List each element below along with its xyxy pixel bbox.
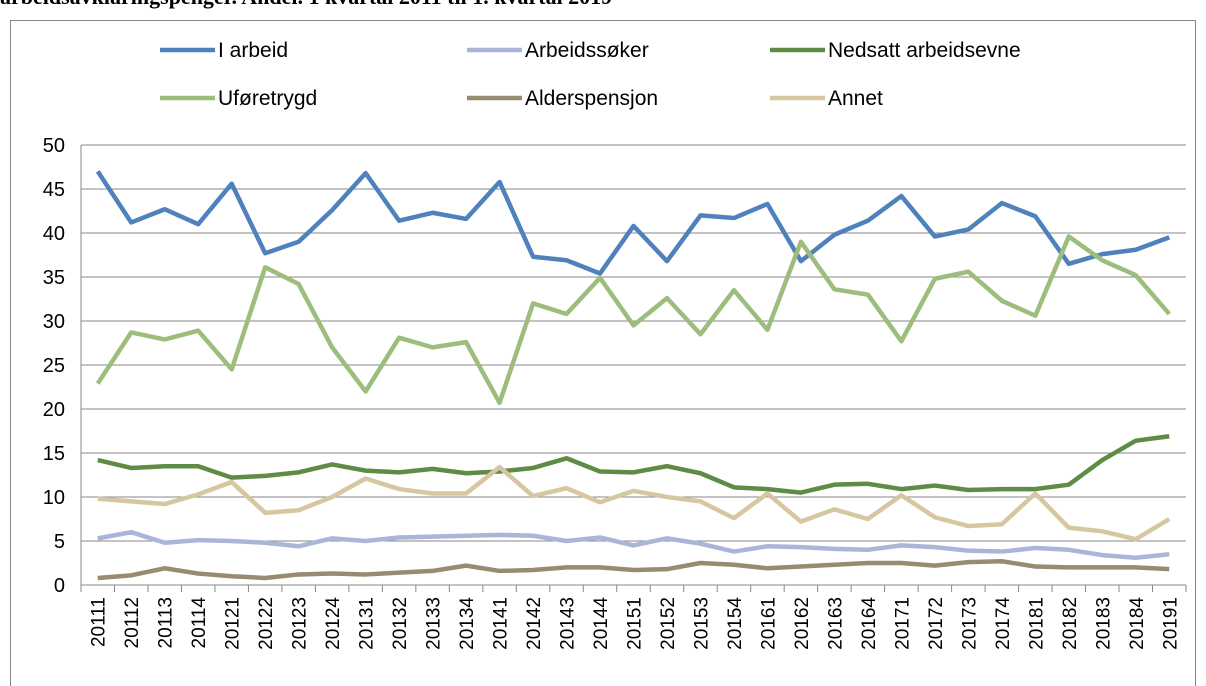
- x-tick-label: 20142: [524, 597, 545, 650]
- y-tick-label: 5: [54, 531, 65, 553]
- series-line: [97, 558, 1170, 581]
- legend-label: I arbeid: [218, 39, 288, 62]
- x-tick-label: 20143: [558, 597, 579, 650]
- x-tick-label: 20172: [926, 597, 947, 650]
- series-line: [97, 529, 1170, 560]
- y-tick-label: 35: [43, 267, 65, 289]
- series-line: [95, 234, 1171, 406]
- x-tick-label: 20153: [691, 597, 712, 650]
- y-tick-label: 40: [43, 223, 65, 245]
- x-tick-label: 20182: [1060, 597, 1081, 650]
- x-tick-label: 20163: [825, 597, 846, 650]
- y-tick-label: 25: [43, 355, 65, 377]
- legend-label: Annet: [828, 87, 883, 110]
- chart-title: arbeidsavklaringspenger. Andel. 1 kvarta…: [0, 0, 612, 9]
- x-tick-label: 20164: [859, 597, 880, 650]
- x-tick-label: 20154: [725, 597, 746, 650]
- x-tick-label: 20141: [491, 597, 512, 650]
- x-tick-label: 20162: [792, 597, 813, 650]
- x-tick-label: 20144: [591, 597, 612, 650]
- y-tick-label: 0: [54, 575, 65, 597]
- x-tick-label: 20114: [189, 597, 210, 649]
- x-tick-label: 20151: [625, 597, 646, 650]
- x-tick-label: 20133: [424, 597, 445, 650]
- series-line: [97, 434, 1170, 495]
- series-line: [97, 464, 1171, 542]
- legend-label: Alderspensjon: [525, 87, 658, 110]
- legend-label: Uføretrygd: [218, 87, 317, 110]
- x-tick-label: 20121: [223, 597, 244, 650]
- x-tick-label: 20131: [357, 597, 378, 650]
- y-tick-label: 15: [43, 443, 65, 465]
- x-tick-label: 20174: [993, 597, 1014, 650]
- x-tick-label: 20184: [1127, 597, 1148, 650]
- x-tick-label: 20122: [256, 597, 277, 650]
- x-tick-label: 20183: [1093, 597, 1114, 650]
- y-tick-label: 30: [43, 311, 65, 333]
- chart-border: [10, 20, 1196, 686]
- x-tick-label: 20113: [156, 597, 177, 648]
- x-tick-label: 20134: [457, 597, 478, 650]
- series-line: [95, 170, 1171, 276]
- x-tick-label: 20173: [959, 597, 980, 650]
- x-tick-label: 20112: [122, 597, 143, 648]
- x-tick-label: 20181: [1026, 597, 1047, 650]
- y-tick-label: 50: [43, 135, 65, 157]
- legend-label: Arbeidssøker: [525, 39, 649, 62]
- y-tick-label: 20: [43, 399, 65, 421]
- x-tick-label: 20124: [323, 597, 344, 650]
- x-tick-label: 20171: [892, 597, 913, 650]
- y-tick-label: 10: [43, 487, 65, 509]
- x-tick-label: 20191: [1160, 597, 1181, 650]
- x-tick-label: 20132: [390, 597, 411, 650]
- legend-label: Nedsatt arbeidsevne: [828, 39, 1021, 62]
- y-tick-label: 45: [43, 179, 65, 201]
- x-tick-label: 20161: [758, 597, 779, 650]
- x-tick-label: 20123: [290, 597, 311, 650]
- x-tick-label: 20152: [658, 597, 679, 650]
- x-tick-label: 20111: [89, 597, 110, 647]
